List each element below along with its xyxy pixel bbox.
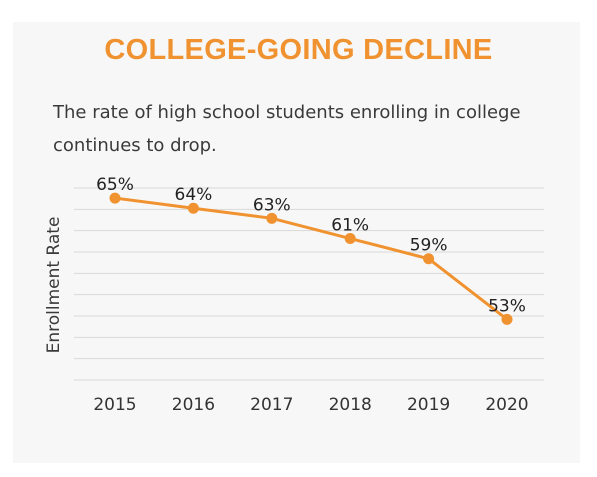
data-label-2018: 61%	[331, 216, 369, 236]
x-tick-label-2016: 2016	[172, 395, 215, 415]
x-axis-ticks: 2015 2016 2017 2018 2019 2020	[93, 395, 528, 415]
data-labels: 65% 64% 63% 61% 59% 53%	[96, 175, 526, 316]
chart-card	[13, 22, 580, 463]
data-point-2018	[344, 233, 356, 245]
data-label-2020: 53%	[488, 296, 526, 316]
data-point-2017	[266, 212, 278, 224]
gridlines	[74, 187, 544, 381]
data-point-2016	[187, 202, 199, 214]
chart-title: COLLEGE-GOING DECLINE	[104, 34, 493, 66]
data-point-2015	[109, 192, 121, 204]
chart-subtitle: The rate of high school students enrolli…	[53, 102, 521, 156]
x-tick-label-2019: 2019	[407, 395, 450, 415]
data-point-2019	[423, 253, 435, 265]
data-point-2020	[501, 313, 513, 325]
data-label-2016: 64%	[175, 185, 213, 205]
data-label-2017: 63%	[253, 195, 291, 215]
data-label-2019: 59%	[410, 236, 448, 256]
x-tick-label-2020: 2020	[485, 395, 528, 415]
x-tick-label-2017: 2017	[250, 395, 293, 415]
series-line	[114, 196, 508, 321]
series-enrollment	[109, 192, 513, 325]
y-axis-label: Enrollment Rate	[44, 217, 64, 354]
data-label-2015: 65%	[96, 175, 134, 195]
x-tick-label-2015: 2015	[93, 395, 136, 415]
x-tick-label-2018: 2018	[329, 395, 372, 415]
